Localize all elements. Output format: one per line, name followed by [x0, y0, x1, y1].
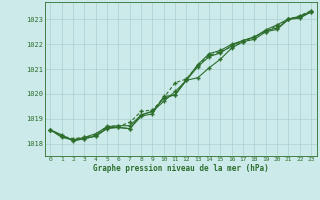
- X-axis label: Graphe pression niveau de la mer (hPa): Graphe pression niveau de la mer (hPa): [93, 164, 269, 173]
